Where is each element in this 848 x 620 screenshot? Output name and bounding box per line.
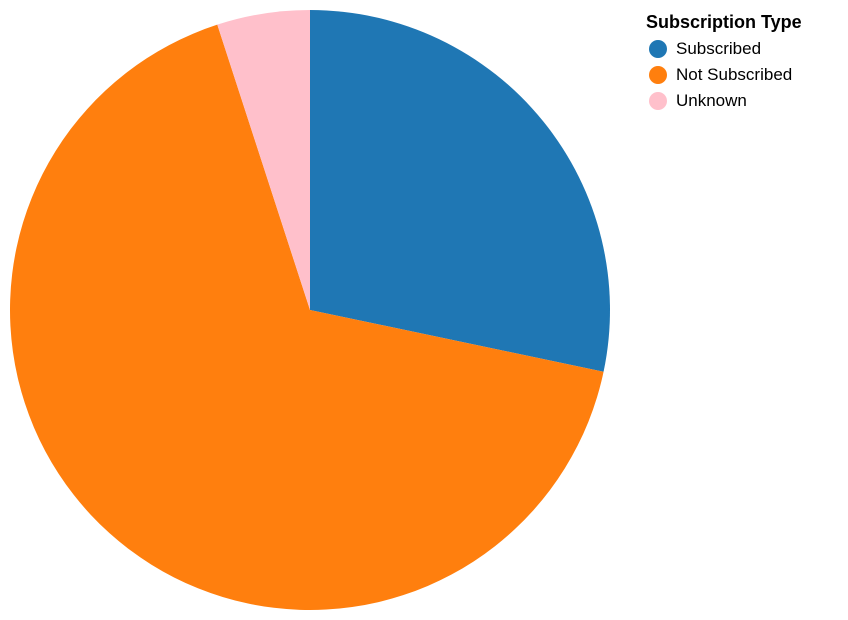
legend-swatch-not-subscribed	[649, 66, 667, 84]
legend-label-subscribed: Subscribed	[676, 39, 762, 58]
pie-slice-subscribed	[310, 10, 610, 372]
legend-items: Subscribed Not Subscribed Unknown	[646, 36, 846, 114]
legend-item-unknown: Unknown	[646, 88, 846, 114]
legend: Subscription Type Subscribed Not Subscrib…	[646, 8, 846, 114]
legend-title: Subscription Type	[646, 12, 802, 32]
legend-label-unknown: Unknown	[676, 91, 747, 110]
pie-chart	[9, 9, 610, 610]
legend-swatch-subscribed	[649, 40, 667, 58]
pie-slice-not-subscribed	[9, 24, 604, 610]
legend-item-not-subscribed: Not Subscribed	[646, 62, 846, 88]
pie-slice-unknown	[217, 9, 310, 310]
legend-item-subscribed: Subscribed	[646, 36, 846, 62]
legend-label-not-subscribed: Not Subscribed	[676, 65, 793, 84]
legend-swatch-unknown	[649, 92, 667, 110]
